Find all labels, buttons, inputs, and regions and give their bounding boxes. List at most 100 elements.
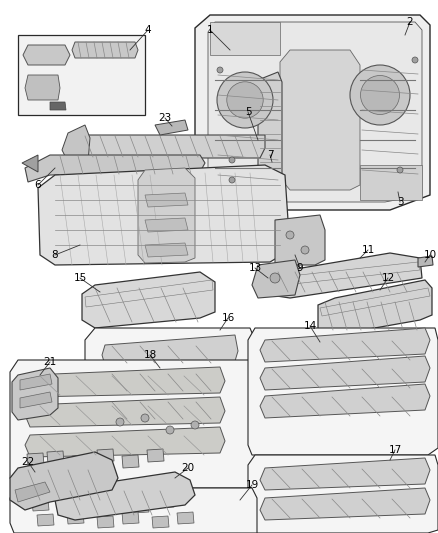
Polygon shape xyxy=(152,516,169,528)
Text: 1: 1 xyxy=(207,25,213,35)
Polygon shape xyxy=(195,15,430,210)
Circle shape xyxy=(217,67,223,73)
Polygon shape xyxy=(280,50,360,190)
Polygon shape xyxy=(318,280,432,335)
Polygon shape xyxy=(102,363,238,393)
Circle shape xyxy=(350,65,410,125)
Circle shape xyxy=(191,421,199,429)
Polygon shape xyxy=(122,455,139,468)
Text: 20: 20 xyxy=(181,463,194,473)
Polygon shape xyxy=(145,243,188,257)
Polygon shape xyxy=(67,512,84,524)
Text: 4: 4 xyxy=(145,25,151,35)
Polygon shape xyxy=(208,22,422,202)
Polygon shape xyxy=(18,35,145,115)
Text: 11: 11 xyxy=(361,245,374,255)
Polygon shape xyxy=(248,328,438,455)
Polygon shape xyxy=(147,449,164,462)
Text: 12: 12 xyxy=(381,273,395,283)
Polygon shape xyxy=(27,453,44,466)
Text: 23: 23 xyxy=(159,113,172,123)
Polygon shape xyxy=(275,215,325,265)
Polygon shape xyxy=(138,168,195,263)
Text: 16: 16 xyxy=(221,313,235,323)
Polygon shape xyxy=(12,368,58,420)
Polygon shape xyxy=(72,42,138,58)
Polygon shape xyxy=(62,125,90,162)
Polygon shape xyxy=(10,452,118,510)
Text: 19: 19 xyxy=(245,480,258,490)
Text: 8: 8 xyxy=(52,250,58,260)
Circle shape xyxy=(229,177,235,183)
Polygon shape xyxy=(145,193,188,207)
Text: 6: 6 xyxy=(35,180,41,190)
Polygon shape xyxy=(155,120,188,135)
Polygon shape xyxy=(157,496,174,508)
Polygon shape xyxy=(25,155,205,182)
Circle shape xyxy=(270,273,280,283)
Polygon shape xyxy=(50,102,66,110)
Circle shape xyxy=(141,414,149,422)
Polygon shape xyxy=(10,360,260,488)
Polygon shape xyxy=(102,391,238,421)
Polygon shape xyxy=(260,458,430,490)
Text: 3: 3 xyxy=(397,197,403,207)
Text: 5: 5 xyxy=(245,107,251,117)
Polygon shape xyxy=(260,488,430,520)
Polygon shape xyxy=(57,496,74,508)
Polygon shape xyxy=(10,488,257,533)
Polygon shape xyxy=(260,328,430,362)
Circle shape xyxy=(217,72,273,128)
Polygon shape xyxy=(37,514,54,526)
Text: 2: 2 xyxy=(407,17,413,27)
Text: 10: 10 xyxy=(424,250,437,260)
Polygon shape xyxy=(97,449,114,462)
Polygon shape xyxy=(25,427,225,457)
Polygon shape xyxy=(32,499,49,511)
Circle shape xyxy=(166,426,174,434)
Text: 15: 15 xyxy=(74,273,87,283)
Text: 21: 21 xyxy=(43,357,57,367)
Polygon shape xyxy=(82,272,215,328)
Polygon shape xyxy=(72,455,89,468)
Polygon shape xyxy=(68,135,265,158)
Polygon shape xyxy=(15,482,50,502)
Polygon shape xyxy=(418,256,433,267)
Polygon shape xyxy=(25,75,60,100)
Polygon shape xyxy=(268,253,422,298)
Polygon shape xyxy=(210,22,280,55)
Circle shape xyxy=(116,418,124,426)
Polygon shape xyxy=(97,516,114,528)
Text: 22: 22 xyxy=(21,457,35,467)
Polygon shape xyxy=(85,328,255,448)
Text: 17: 17 xyxy=(389,445,402,455)
Polygon shape xyxy=(102,335,238,365)
Polygon shape xyxy=(22,155,38,172)
Polygon shape xyxy=(20,374,52,390)
Polygon shape xyxy=(122,512,139,524)
Polygon shape xyxy=(145,218,188,232)
Polygon shape xyxy=(47,451,64,464)
Text: 14: 14 xyxy=(304,321,317,331)
Circle shape xyxy=(286,231,294,239)
Polygon shape xyxy=(82,502,99,514)
Polygon shape xyxy=(260,356,430,390)
Circle shape xyxy=(301,246,309,254)
Polygon shape xyxy=(360,165,422,200)
Polygon shape xyxy=(20,392,52,408)
Polygon shape xyxy=(252,260,300,298)
Polygon shape xyxy=(38,165,290,265)
Polygon shape xyxy=(25,397,225,427)
Circle shape xyxy=(229,157,235,163)
Polygon shape xyxy=(132,501,149,513)
Polygon shape xyxy=(248,455,438,533)
Text: 18: 18 xyxy=(143,350,157,360)
Circle shape xyxy=(227,82,263,118)
Text: 7: 7 xyxy=(267,150,273,160)
Circle shape xyxy=(397,167,403,173)
Text: 9: 9 xyxy=(297,263,303,273)
Circle shape xyxy=(360,76,399,115)
Polygon shape xyxy=(55,472,195,520)
Circle shape xyxy=(412,57,418,63)
Polygon shape xyxy=(177,512,194,524)
